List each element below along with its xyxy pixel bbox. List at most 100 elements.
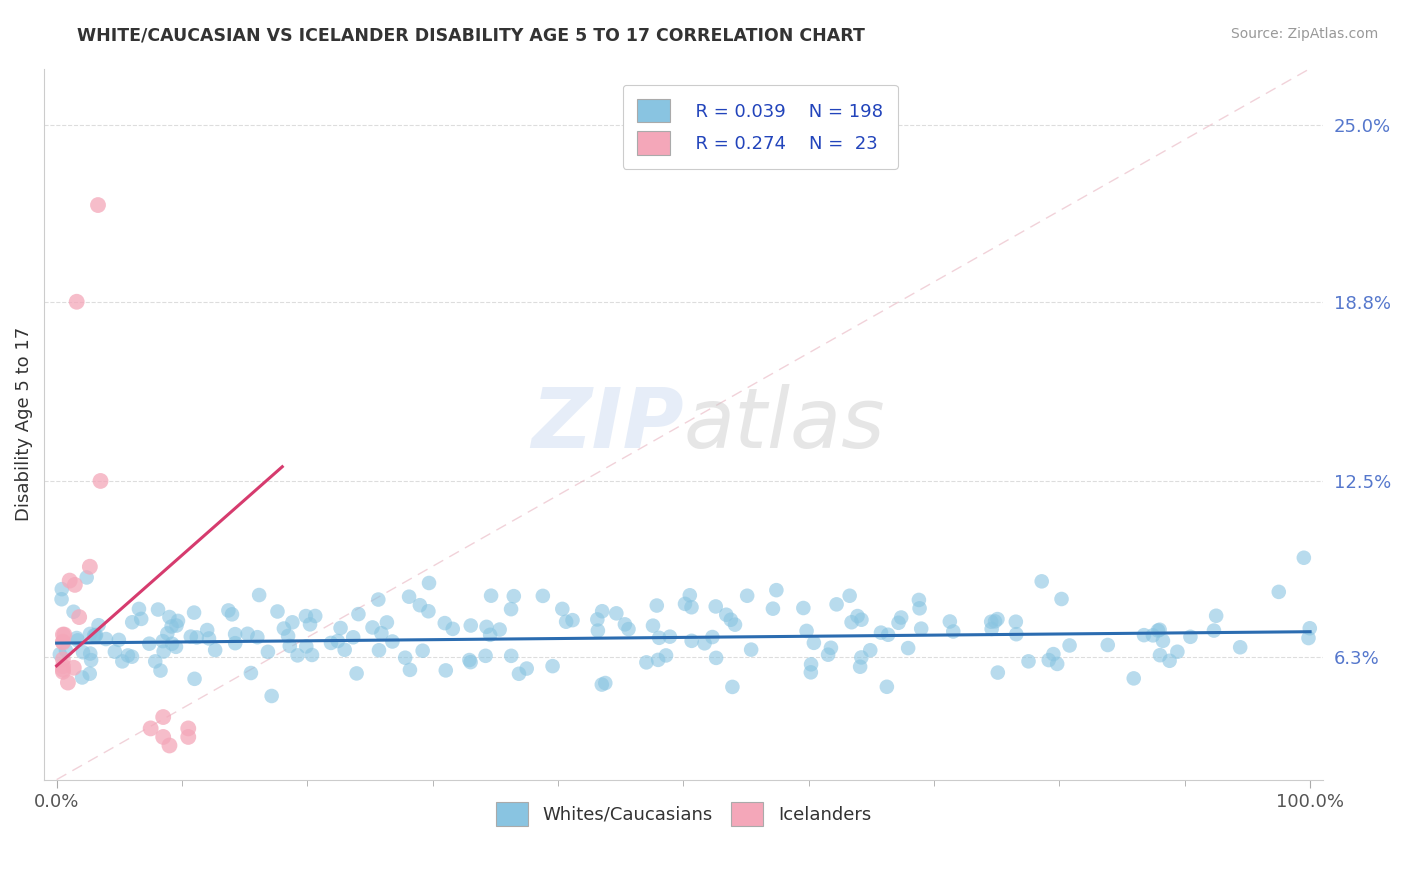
Point bbox=[236, 627, 259, 641]
Point bbox=[702, 630, 724, 644]
Point bbox=[399, 663, 422, 677]
Point bbox=[152, 634, 174, 648]
Point bbox=[724, 617, 747, 632]
Point bbox=[441, 622, 464, 636]
Point bbox=[304, 609, 326, 624]
Point bbox=[159, 739, 181, 753]
Point bbox=[111, 654, 134, 668]
Point bbox=[52, 663, 75, 677]
Point bbox=[890, 610, 912, 624]
Point bbox=[474, 648, 496, 663]
Point bbox=[266, 605, 288, 619]
Point bbox=[66, 631, 89, 645]
Point bbox=[79, 559, 101, 574]
Point bbox=[186, 631, 208, 645]
Point bbox=[458, 653, 481, 667]
Point bbox=[278, 639, 301, 653]
Point bbox=[183, 606, 205, 620]
Point bbox=[586, 612, 609, 626]
Point bbox=[319, 636, 342, 650]
Point bbox=[851, 650, 873, 665]
Point bbox=[838, 589, 860, 603]
Point bbox=[555, 615, 578, 629]
Point bbox=[605, 607, 627, 621]
Point bbox=[1005, 627, 1028, 641]
Point bbox=[1152, 633, 1174, 648]
Point bbox=[224, 636, 246, 650]
Point bbox=[121, 649, 143, 664]
Point bbox=[1268, 585, 1291, 599]
Point bbox=[645, 599, 668, 613]
Point bbox=[501, 648, 523, 663]
Point bbox=[591, 604, 613, 618]
Text: Source: ZipAtlas.com: Source: ZipAtlas.com bbox=[1230, 27, 1378, 41]
Point bbox=[381, 634, 404, 648]
Point bbox=[841, 615, 863, 630]
Point bbox=[1147, 624, 1170, 638]
Point bbox=[434, 664, 457, 678]
Point bbox=[52, 635, 75, 649]
Point bbox=[139, 722, 162, 736]
Point bbox=[247, 588, 270, 602]
Point bbox=[762, 601, 785, 615]
Point bbox=[846, 609, 869, 624]
Point bbox=[765, 583, 787, 598]
Text: ZIP: ZIP bbox=[530, 384, 683, 465]
Point bbox=[246, 630, 269, 644]
Point bbox=[52, 634, 75, 648]
Point bbox=[180, 630, 202, 644]
Point bbox=[1298, 631, 1320, 645]
Point bbox=[984, 615, 1007, 629]
Point bbox=[121, 615, 143, 630]
Text: WHITE/CAUCASIAN VS ICELANDER DISABILITY AGE 5 TO 17 CORRELATION CHART: WHITE/CAUCASIAN VS ICELANDER DISABILITY … bbox=[77, 27, 865, 45]
Point bbox=[460, 618, 482, 632]
Point bbox=[825, 598, 848, 612]
Point bbox=[52, 659, 75, 673]
Point bbox=[887, 615, 910, 630]
Point bbox=[908, 593, 931, 607]
Point bbox=[987, 665, 1010, 680]
Point bbox=[820, 640, 842, 655]
Point bbox=[1149, 623, 1171, 637]
Point bbox=[876, 680, 898, 694]
Text: atlas: atlas bbox=[683, 384, 884, 465]
Legend: Whites/Caucasians, Icelanders: Whites/Caucasians, Icelanders bbox=[486, 793, 880, 835]
Point bbox=[195, 623, 218, 637]
Point bbox=[62, 661, 84, 675]
Point bbox=[70, 670, 93, 684]
Point bbox=[159, 610, 181, 624]
Point bbox=[531, 589, 554, 603]
Point bbox=[165, 640, 187, 654]
Point bbox=[655, 648, 678, 663]
Point bbox=[167, 614, 190, 628]
Point bbox=[375, 615, 398, 630]
Point bbox=[502, 589, 524, 603]
Point bbox=[1159, 654, 1181, 668]
Point bbox=[160, 637, 183, 651]
Point bbox=[613, 617, 636, 632]
Point bbox=[295, 609, 318, 624]
Point bbox=[693, 636, 716, 650]
Point bbox=[735, 589, 758, 603]
Point bbox=[508, 666, 530, 681]
Point bbox=[1031, 574, 1053, 589]
Point bbox=[87, 618, 110, 632]
Point bbox=[166, 618, 188, 632]
Point bbox=[1299, 621, 1322, 635]
Point bbox=[800, 657, 823, 672]
Point bbox=[329, 621, 352, 635]
Point bbox=[1142, 628, 1164, 642]
Point bbox=[617, 622, 640, 636]
Point bbox=[1097, 638, 1119, 652]
Point bbox=[138, 637, 160, 651]
Point bbox=[89, 474, 111, 488]
Point bbox=[346, 666, 368, 681]
Point bbox=[367, 592, 389, 607]
Point bbox=[257, 645, 280, 659]
Point bbox=[586, 624, 609, 638]
Point bbox=[479, 589, 502, 603]
Point bbox=[1050, 592, 1073, 607]
Point bbox=[55, 643, 77, 657]
Point bbox=[152, 730, 174, 744]
Point bbox=[66, 294, 89, 309]
